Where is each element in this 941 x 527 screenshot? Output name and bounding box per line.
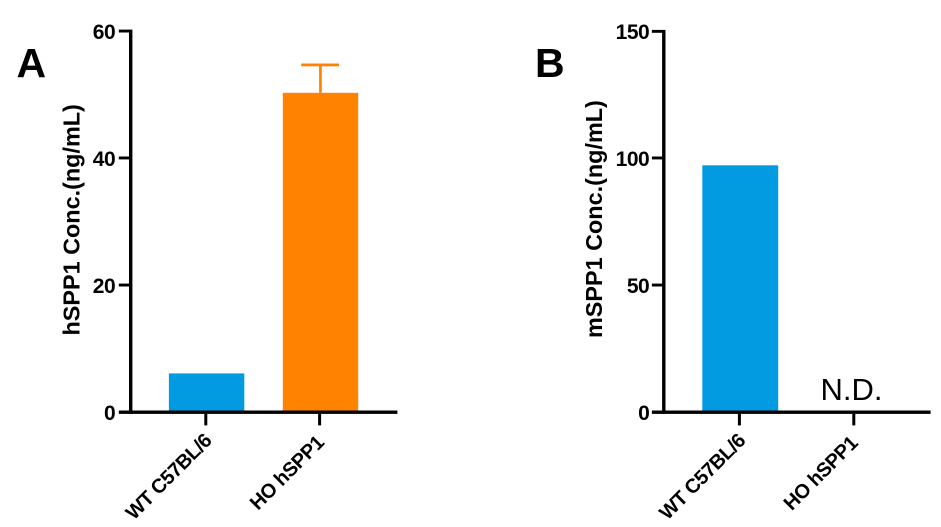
svg-text:B: B [535,40,565,86]
svg-text:A: A [17,40,47,86]
svg-text:100: 100 [616,148,650,171]
svg-text:60: 60 [93,21,115,44]
svg-text:20: 20 [93,275,115,298]
svg-text:40: 40 [93,148,115,171]
svg-text:0: 0 [638,402,649,425]
svg-text:0: 0 [104,402,115,425]
svg-text:150: 150 [616,21,650,44]
svg-text:50: 50 [627,275,649,298]
svg-text:hSPP1 Conc.(ng/mL): hSPP1 Conc.(ng/mL) [59,104,85,335]
svg-text:mSPP1 Conc.(ng/mL): mSPP1 Conc.(ng/mL) [581,100,607,338]
svg-text:N.D.: N.D. [821,372,883,407]
